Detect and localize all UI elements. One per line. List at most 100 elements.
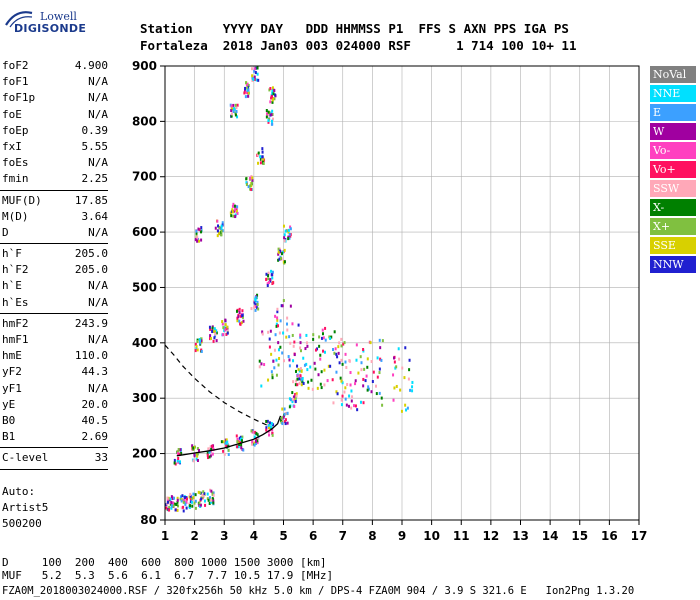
echo-point xyxy=(279,419,282,423)
echo-point xyxy=(265,272,268,276)
echo-point xyxy=(245,183,248,187)
echo-point xyxy=(196,348,199,352)
echo-point xyxy=(236,205,239,209)
echo-point xyxy=(193,452,196,456)
echo-point xyxy=(277,341,280,345)
echo-point xyxy=(255,78,258,82)
echo-point xyxy=(292,344,295,348)
muf-table-distance: D 100 200 400 600 800 1000 1500 3000 [km… xyxy=(2,556,327,569)
echo-point xyxy=(191,504,194,508)
echo-point xyxy=(233,107,236,111)
echo-point xyxy=(245,83,248,87)
echo-point xyxy=(271,100,274,104)
echo-point xyxy=(316,386,319,390)
echo-point xyxy=(271,373,274,377)
echo-point xyxy=(174,502,177,506)
echo-point xyxy=(346,382,349,386)
x-tick-label: 10 xyxy=(423,529,440,543)
y-axis-ticks: 80 200 300 400 500 600 700 800 900 xyxy=(132,59,165,527)
echo-point xyxy=(275,358,278,362)
echo-point xyxy=(196,452,199,456)
echo-point xyxy=(287,228,290,232)
echo-point xyxy=(232,202,235,206)
echo-point xyxy=(285,335,288,339)
param-label: foEs xyxy=(2,156,29,170)
echo-points xyxy=(165,66,414,513)
echo-point xyxy=(348,359,351,363)
echo-point xyxy=(199,491,202,495)
echo-point xyxy=(176,500,179,504)
echo-point xyxy=(297,368,300,372)
echo-point xyxy=(340,337,343,341)
param-value: 3.64 xyxy=(81,209,109,223)
echo-point xyxy=(209,337,212,341)
echo-point xyxy=(256,66,259,70)
logo-text-digisonde: DIGISONDE xyxy=(14,22,87,35)
echo-point xyxy=(210,447,213,451)
echo-point xyxy=(191,496,194,500)
echo-point xyxy=(291,333,294,337)
echo-point xyxy=(212,446,215,450)
echo-point xyxy=(258,359,261,363)
echo-point xyxy=(206,497,209,501)
echo-point xyxy=(224,323,227,327)
echo-point xyxy=(206,453,209,457)
echo-point xyxy=(269,329,272,333)
echo-point xyxy=(349,371,352,375)
echo-point xyxy=(230,104,233,108)
echo-point xyxy=(274,93,277,97)
x-tick-label: 16 xyxy=(601,529,618,543)
echo-point xyxy=(269,278,272,282)
echo-point xyxy=(350,389,353,393)
echo-point xyxy=(289,398,292,402)
echo-point xyxy=(194,349,197,353)
echo-point xyxy=(284,229,287,233)
echo-point xyxy=(287,230,290,234)
echo-point xyxy=(195,229,198,233)
echo-point xyxy=(247,91,250,95)
x-tick-label: 4 xyxy=(250,529,258,543)
echo-point xyxy=(254,308,257,312)
echo-point xyxy=(318,344,321,348)
echo-point xyxy=(275,322,278,326)
echo-point xyxy=(211,326,214,330)
echo-point xyxy=(271,91,274,95)
echo-point xyxy=(209,334,212,338)
echo-point xyxy=(220,227,223,231)
echo-point xyxy=(330,335,333,339)
echo-point xyxy=(277,250,280,254)
legend-item: X+ xyxy=(650,218,696,235)
echo-point xyxy=(335,352,338,356)
echo-point xyxy=(200,230,203,234)
echo-point xyxy=(292,359,295,363)
echo-point xyxy=(251,78,254,82)
echo-point xyxy=(265,109,268,113)
echo-point xyxy=(270,352,273,356)
echo-point xyxy=(292,395,295,399)
echo-point xyxy=(271,431,274,435)
x-tick-label: 2 xyxy=(190,529,198,543)
param-value: 40.5 xyxy=(81,413,109,427)
echo-point xyxy=(299,341,302,345)
echo-point xyxy=(201,494,204,498)
echo-point xyxy=(219,226,222,230)
echo-point xyxy=(236,211,239,215)
echo-point xyxy=(166,498,169,502)
echo-point xyxy=(337,345,340,349)
echo-point xyxy=(270,273,273,277)
echo-point xyxy=(299,374,302,378)
echo-point xyxy=(211,330,214,334)
echo-point xyxy=(289,225,292,229)
echo-point xyxy=(168,508,171,512)
echo-point xyxy=(206,456,209,460)
echo-point xyxy=(269,100,272,104)
param-label: fmin xyxy=(2,172,29,186)
echo-point xyxy=(288,358,291,362)
echo-point xyxy=(199,341,202,345)
echo-point xyxy=(216,229,219,233)
echo-point xyxy=(335,390,338,394)
header-labels: Station YYYY DAY DDD HHMMSS P1 FFS S AXN… xyxy=(140,21,569,36)
echo-point xyxy=(200,339,203,343)
echo-point xyxy=(198,338,201,342)
echo-point xyxy=(243,91,246,95)
